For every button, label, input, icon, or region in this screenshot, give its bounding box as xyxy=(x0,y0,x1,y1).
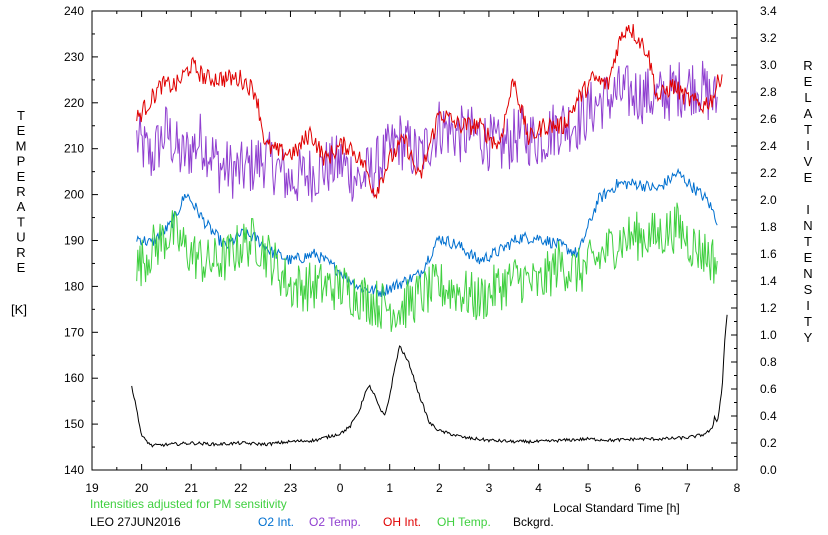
left-tick-label: 150 xyxy=(64,417,84,431)
legend: O2 Int. O2 Temp. OH Int. OH Temp. Bckgrd. xyxy=(258,515,554,529)
left-tick-label: 190 xyxy=(64,234,84,248)
right-tick-label: 2.6 xyxy=(760,112,777,126)
x-axis-ticks: 19 20 21 22 23 0 1 2 3 4 5 6 7 8 xyxy=(85,11,741,495)
left-tick-label: 210 xyxy=(64,142,84,156)
right-axis-letter: V xyxy=(804,154,813,169)
x-axis-label: Local Standard Time [h] xyxy=(553,501,680,515)
right-axis-letter: T xyxy=(804,314,812,329)
x-tick-label: 19 xyxy=(85,481,99,495)
legend-entry: O2 Temp. xyxy=(309,515,361,529)
right-axis-letter: E xyxy=(804,74,813,89)
right-tick-label: 2.0 xyxy=(760,193,777,207)
x-tick-label: 5 xyxy=(585,481,592,495)
left-axis-unit: [K] xyxy=(11,302,27,317)
x-tick-label: 21 xyxy=(185,481,199,495)
x-tick-label: 7 xyxy=(684,481,691,495)
left-tick-label: 230 xyxy=(64,50,84,64)
right-tick-label: 3.2 xyxy=(760,31,777,45)
right-axis-letter: N xyxy=(803,218,812,233)
right-axis-letter: L xyxy=(804,90,811,105)
series-line-o2-int xyxy=(136,167,718,297)
right-axis-letter: N xyxy=(803,266,812,281)
left-axis-ticks: 140 150 160 170 180 190 200 210 220 230 240 xyxy=(64,4,98,477)
right-tick-label: 3.0 xyxy=(760,58,777,72)
right-tick-label: 0.6 xyxy=(760,382,777,396)
right-axis-ticks: 0.0 0.2 0.4 0.6 0.8 1.0 1.2 1.4 1.6 1.8 2.0 2.2 2.4 2… xyxy=(731,4,777,477)
left-tick-label: 160 xyxy=(64,371,84,385)
x-tick-label: 22 xyxy=(234,481,248,495)
left-axis-letter: R xyxy=(16,184,25,199)
x-tick-label: 0 xyxy=(337,481,344,495)
left-tick-label: 220 xyxy=(64,96,84,110)
right-tick-label: 0.0 xyxy=(760,463,777,477)
x-tick-label: 8 xyxy=(734,481,741,495)
legend-entry: Bckgrd. xyxy=(513,515,554,529)
left-axis-letter: M xyxy=(16,138,27,153)
right-tick-label: 1.4 xyxy=(760,274,777,288)
right-tick-label: 2.2 xyxy=(760,166,777,180)
right-tick-label: 0.4 xyxy=(760,409,777,423)
left-tick-label: 170 xyxy=(64,325,84,339)
right-tick-label: 2.4 xyxy=(760,139,777,153)
series-line-oh-int xyxy=(136,24,723,200)
x-tick-label: 20 xyxy=(135,481,149,495)
right-tick-label: 1.0 xyxy=(760,328,777,342)
right-tick-label: 3.4 xyxy=(760,4,777,18)
left-axis-letter: R xyxy=(16,245,25,260)
x-tick-label: 1 xyxy=(386,481,393,495)
legend-entry: O2 Int. xyxy=(258,515,294,529)
left-axis-letter: A xyxy=(17,199,26,214)
station-date: LEO 27JUN2016 xyxy=(90,515,181,529)
right-axis-letter: Y xyxy=(804,330,813,345)
series-line-bckgrd xyxy=(131,314,728,448)
right-axis-letter: T xyxy=(804,122,812,137)
right-axis-letter: T xyxy=(804,234,812,249)
series-layer xyxy=(131,24,728,448)
right-tick-label: 0.2 xyxy=(760,436,777,450)
left-tick-label: 180 xyxy=(64,279,84,293)
x-tick-label: 23 xyxy=(284,481,298,495)
right-tick-label: 1.6 xyxy=(760,247,777,261)
left-tick-label: 200 xyxy=(64,188,84,202)
left-axis-letter: T xyxy=(17,108,25,123)
left-axis-letter: P xyxy=(17,154,26,169)
right-axis-letter: E xyxy=(804,170,813,185)
right-axis-letter: S xyxy=(804,282,813,297)
right-axis-letter: E xyxy=(804,250,813,265)
right-tick-label: 0.8 xyxy=(760,355,777,369)
right-axis-letter: I xyxy=(806,138,810,153)
x-tick-label: 2 xyxy=(436,481,443,495)
right-tick-label: 1.8 xyxy=(760,220,777,234)
x-tick-label: 4 xyxy=(535,481,542,495)
right-axis-letter: I xyxy=(806,202,810,217)
right-axis-letter: I xyxy=(806,298,810,313)
legend-entry: OH Int. xyxy=(383,515,421,529)
left-axis-letter: E xyxy=(17,260,26,275)
left-tick-label: 240 xyxy=(64,4,84,18)
left-axis-letter: E xyxy=(17,169,26,184)
adjustment-note: Intensities adjusted for PM sensitivity xyxy=(90,497,287,511)
left-axis-letter: E xyxy=(17,123,26,138)
legend-entry: OH Temp. xyxy=(437,515,491,529)
right-axis-letter: R xyxy=(803,58,812,73)
x-tick-label: 3 xyxy=(486,481,493,495)
left-axis-letter: U xyxy=(16,230,25,245)
x-tick-label: 6 xyxy=(634,481,641,495)
series-line-oh-temp xyxy=(136,202,718,332)
left-axis-letter: T xyxy=(17,214,25,229)
right-tick-label: 2.8 xyxy=(760,85,777,99)
right-tick-label: 1.2 xyxy=(760,301,777,315)
left-tick-label: 140 xyxy=(64,463,84,477)
series-line-o2-temp xyxy=(136,60,718,203)
right-axis-letter: A xyxy=(804,106,813,121)
